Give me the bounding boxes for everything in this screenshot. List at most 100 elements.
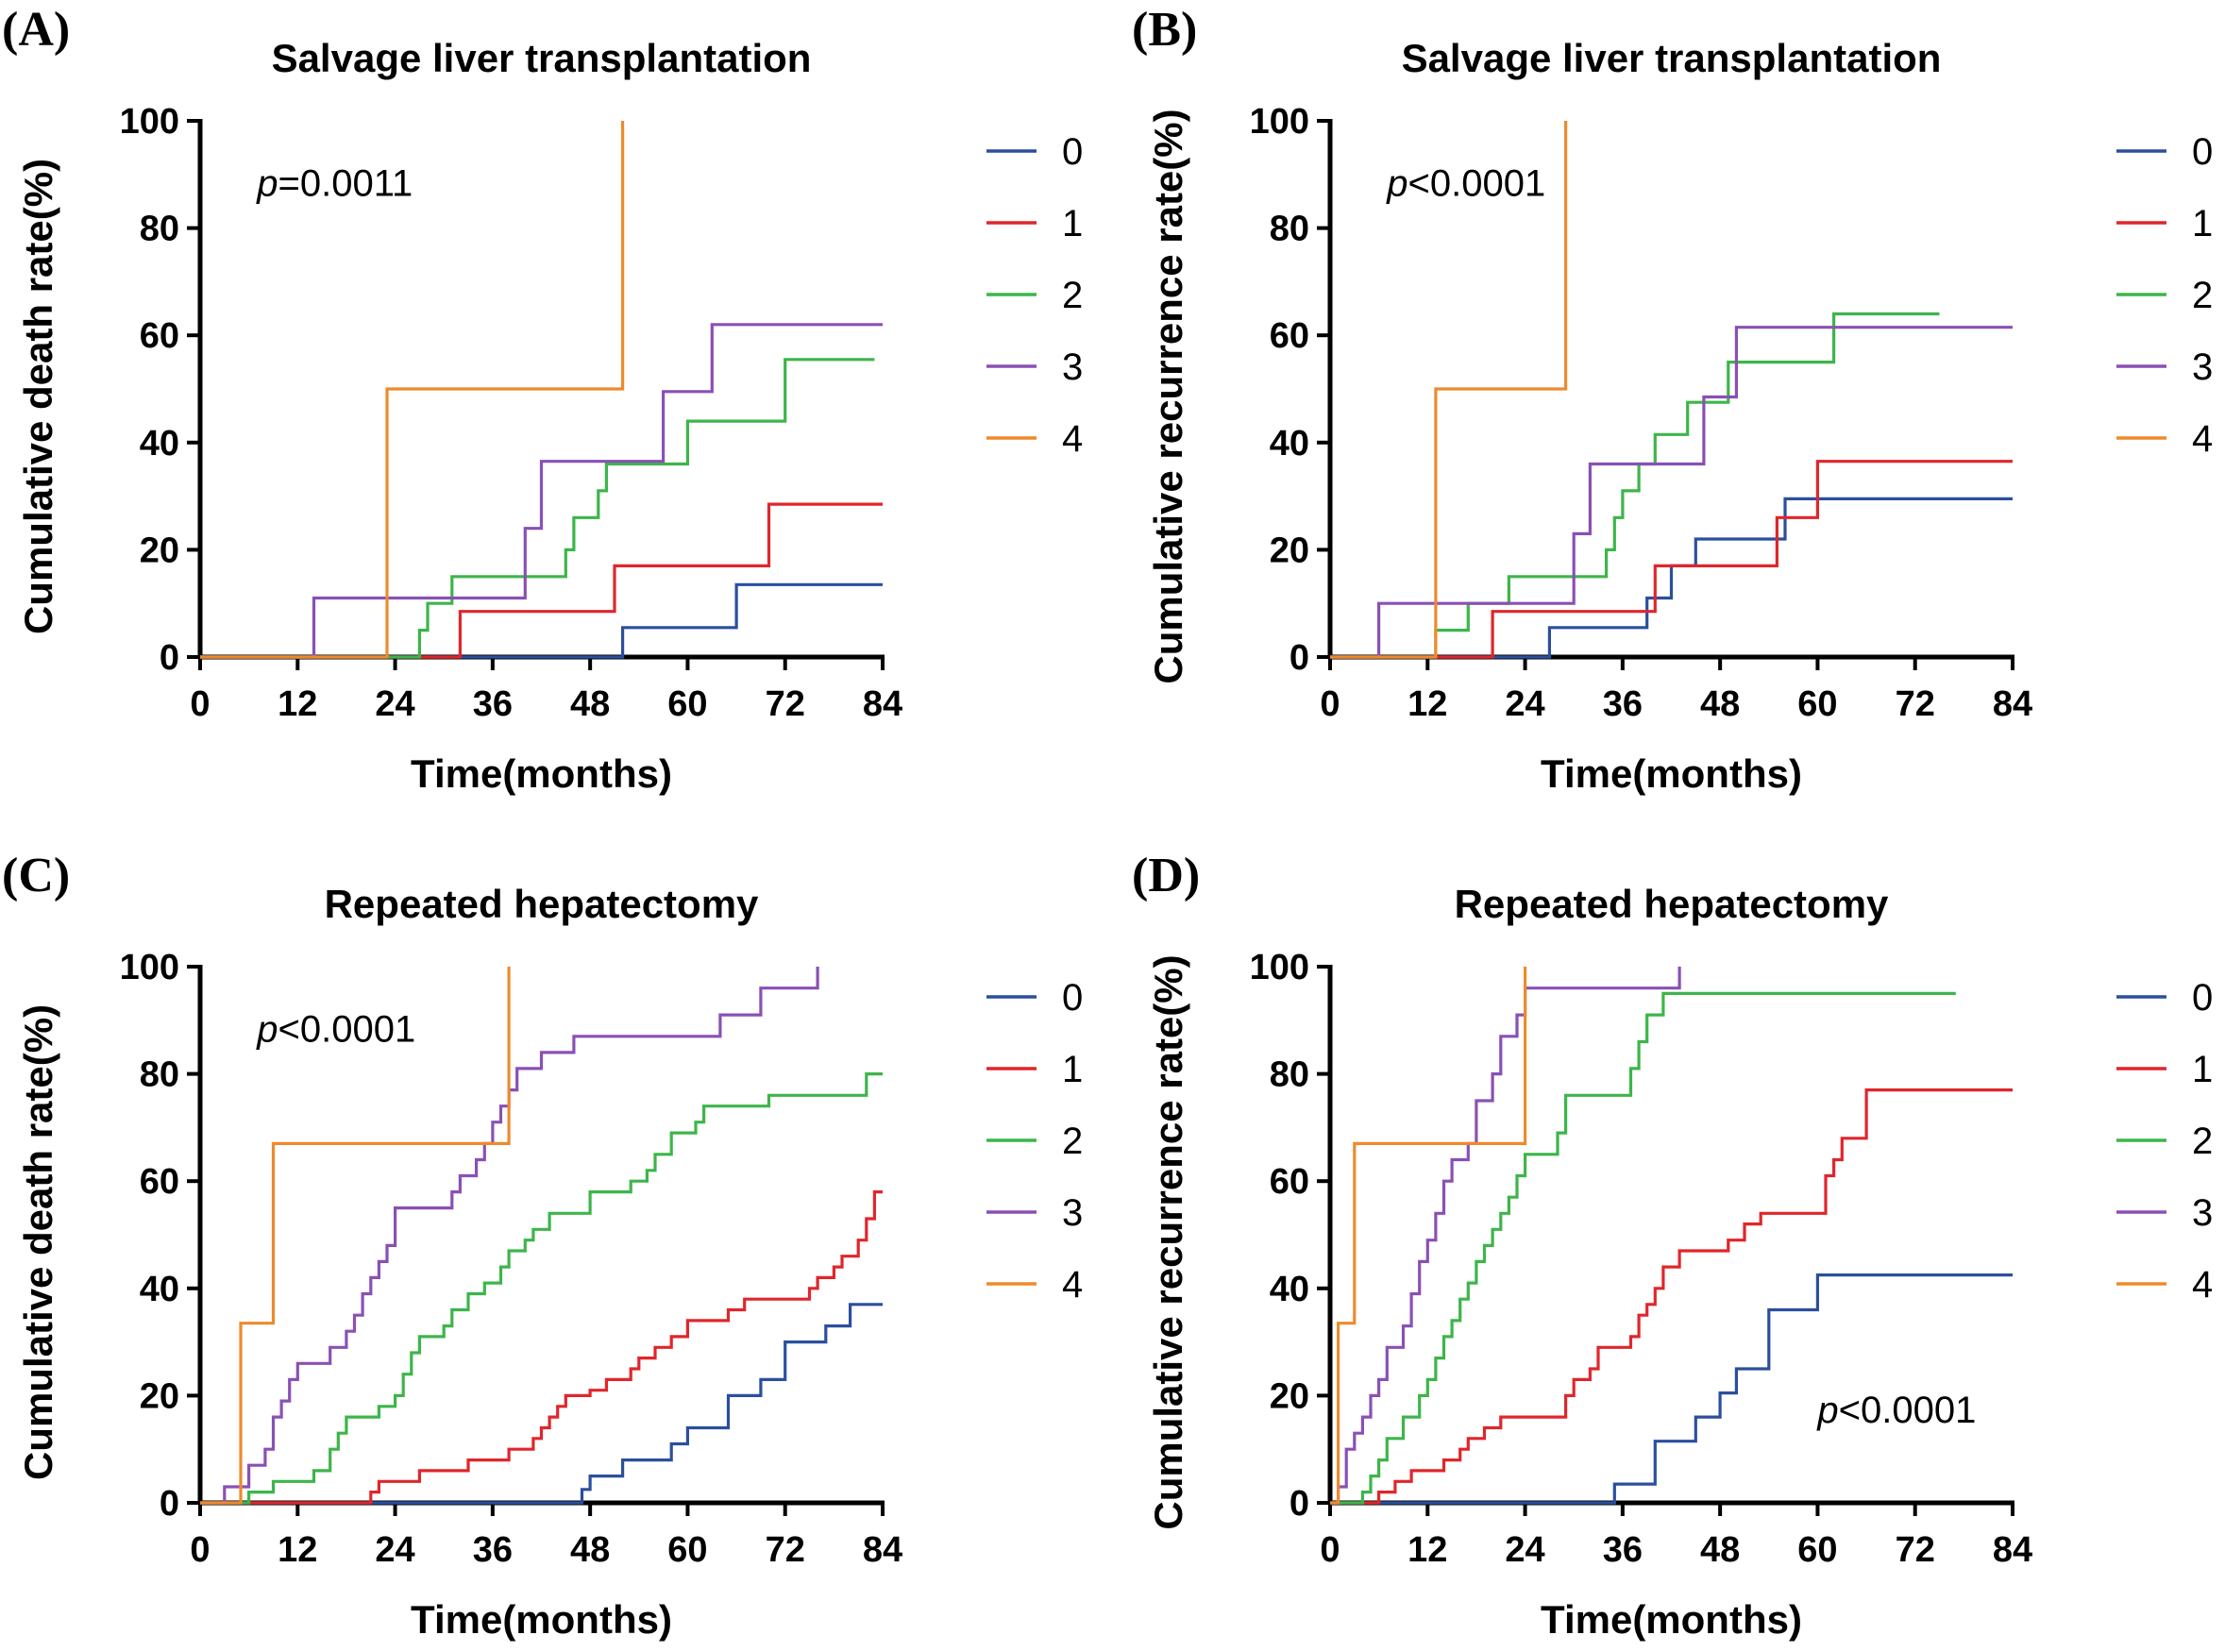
panel-label: (D): [1132, 849, 1200, 902]
y-axis-title: Cumulative death rate(%): [16, 1004, 60, 1480]
series-4-line: [200, 121, 625, 659]
series-1-line: [1330, 1087, 2013, 1505]
legend-label-2: 2: [1062, 275, 1083, 316]
p-value-annotation: p=0.0011: [256, 163, 413, 205]
x-tick-label: 84: [863, 1530, 902, 1570]
x-tick-label: 24: [1505, 684, 1544, 724]
series-1-line: [200, 1189, 883, 1505]
y-axis-title: Cumulative recurrence rate(%): [1146, 109, 1190, 683]
legend-label-3: 3: [2192, 346, 2213, 388]
series-1-line: [200, 502, 883, 659]
panel-label: (C): [2, 849, 70, 902]
x-tick-label: 84: [1993, 684, 2032, 724]
y-tick-label: 100: [120, 948, 179, 987]
series-4-line: [1330, 967, 1527, 1505]
x-tick-label: 36: [1603, 1530, 1643, 1570]
x-tick-label: 60: [667, 684, 707, 724]
x-tick-label: 24: [1505, 1530, 1544, 1570]
x-axis-title: Time(months): [411, 1597, 672, 1642]
y-tick-label: 80: [140, 1055, 179, 1095]
x-tick-label: 60: [667, 1530, 707, 1570]
panel-c: (C) Repeated hepatectomy 0 20 40 60 80 100 0 12 24…: [2, 849, 1083, 1642]
legend-label-4: 4: [1062, 418, 1083, 460]
x-tick-label: 84: [1993, 1530, 2032, 1570]
y-tick-label: 100: [1250, 948, 1309, 987]
x-tick-label: 0: [190, 684, 210, 724]
chart-title: Salvage liver transplantation: [1402, 36, 1942, 80]
series-2-line: [200, 1071, 883, 1505]
p-value-annotation: p<0.0001: [256, 1009, 415, 1051]
x-tick-label: 48: [570, 1530, 610, 1570]
x-tick-label: 60: [1797, 1530, 1837, 1570]
y-tick-label: 60: [1270, 316, 1309, 356]
panel-a: (A)Salvage liver transplantation02040608…: [2, 3, 1083, 796]
series-4-line: [1330, 121, 1568, 659]
p-value-annotation: p<0.0001: [1816, 1390, 1976, 1431]
legend-label-0: 0: [1062, 977, 1083, 1019]
y-tick-label: 20: [140, 1376, 179, 1416]
series-2-line: [1330, 991, 1956, 1505]
x-tick-label: 24: [375, 1530, 414, 1570]
y-tick-label: 100: [1250, 102, 1309, 142]
x-tick-label: 72: [766, 684, 805, 724]
x-tick-label: 12: [278, 1530, 317, 1570]
legend-label-1: 1: [2192, 203, 2213, 244]
y-tick-label: 20: [140, 531, 179, 570]
y-tick-label: 80: [1270, 210, 1309, 249]
y-tick-label: 0: [1289, 1484, 1309, 1524]
y-axis-title: Cumulative recurrence rate(%): [1146, 954, 1190, 1529]
legend-label-1: 1: [1062, 1049, 1083, 1090]
legend-label-3: 3: [1062, 346, 1083, 388]
y-tick-label: 40: [1270, 1270, 1309, 1309]
x-tick-label: 48: [570, 684, 610, 724]
series-0-line: [200, 1303, 883, 1505]
chart-title: Repeated hepatectomy: [325, 882, 759, 926]
y-tick-label: 40: [1270, 424, 1309, 464]
x-axis-title: Time(months): [1541, 1597, 1802, 1642]
panel-label: (A): [2, 3, 70, 57]
x-axis-title: Time(months): [1541, 751, 1802, 796]
series-4-line: [200, 967, 511, 1505]
y-tick-label: 80: [140, 210, 179, 249]
series-2-line: [200, 358, 875, 659]
series-0-line: [200, 582, 883, 659]
y-tick-label: 0: [160, 638, 179, 678]
x-tick-label: 48: [1700, 1530, 1740, 1570]
x-tick-label: 0: [190, 1530, 210, 1570]
x-tick-label: 72: [1896, 684, 1935, 724]
series-2-line: [1330, 312, 1940, 659]
legend-label-2: 2: [2192, 275, 2213, 316]
x-tick-label: 0: [1320, 1530, 1340, 1570]
x-tick-label: 72: [766, 1530, 805, 1570]
x-tick-label: 0: [1320, 684, 1340, 724]
x-tick-label: 84: [863, 684, 902, 724]
y-tick-label: 60: [140, 316, 179, 356]
legend-label-0: 0: [2192, 977, 2213, 1019]
x-tick-label: 36: [473, 684, 513, 724]
panel-b: (B)Salvage liver transplantation02040608…: [1132, 3, 2213, 796]
y-tick-label: 80: [1270, 1055, 1309, 1095]
chart-title: Salvage liver transplantation: [272, 36, 812, 80]
x-tick-label: 36: [473, 1530, 513, 1570]
x-axis-title: Time(months): [411, 751, 672, 796]
y-axis-title: Cumulative death rate(%): [16, 159, 60, 634]
x-tick-label: 12: [1407, 1530, 1447, 1570]
y-tick-label: 100: [120, 102, 179, 142]
series-3-line: [1330, 326, 2013, 659]
y-tick-label: 20: [1270, 1376, 1309, 1416]
series-3-line: [200, 323, 883, 659]
series-3-line: [200, 967, 819, 1505]
y-tick-label: 20: [1270, 531, 1309, 570]
y-tick-label: 60: [1270, 1162, 1309, 1202]
legend-label-1: 1: [1062, 203, 1083, 244]
p-value-annotation: p<0.0001: [1386, 163, 1545, 205]
series-1-line: [1330, 460, 2013, 659]
y-tick-label: 60: [140, 1162, 179, 1202]
legend-label-2: 2: [2192, 1121, 2213, 1162]
series-0-line: [1330, 497, 2013, 659]
y-tick-label: 40: [140, 1270, 179, 1309]
legend-label-0: 0: [2192, 131, 2213, 173]
x-tick-label: 48: [1700, 684, 1740, 724]
